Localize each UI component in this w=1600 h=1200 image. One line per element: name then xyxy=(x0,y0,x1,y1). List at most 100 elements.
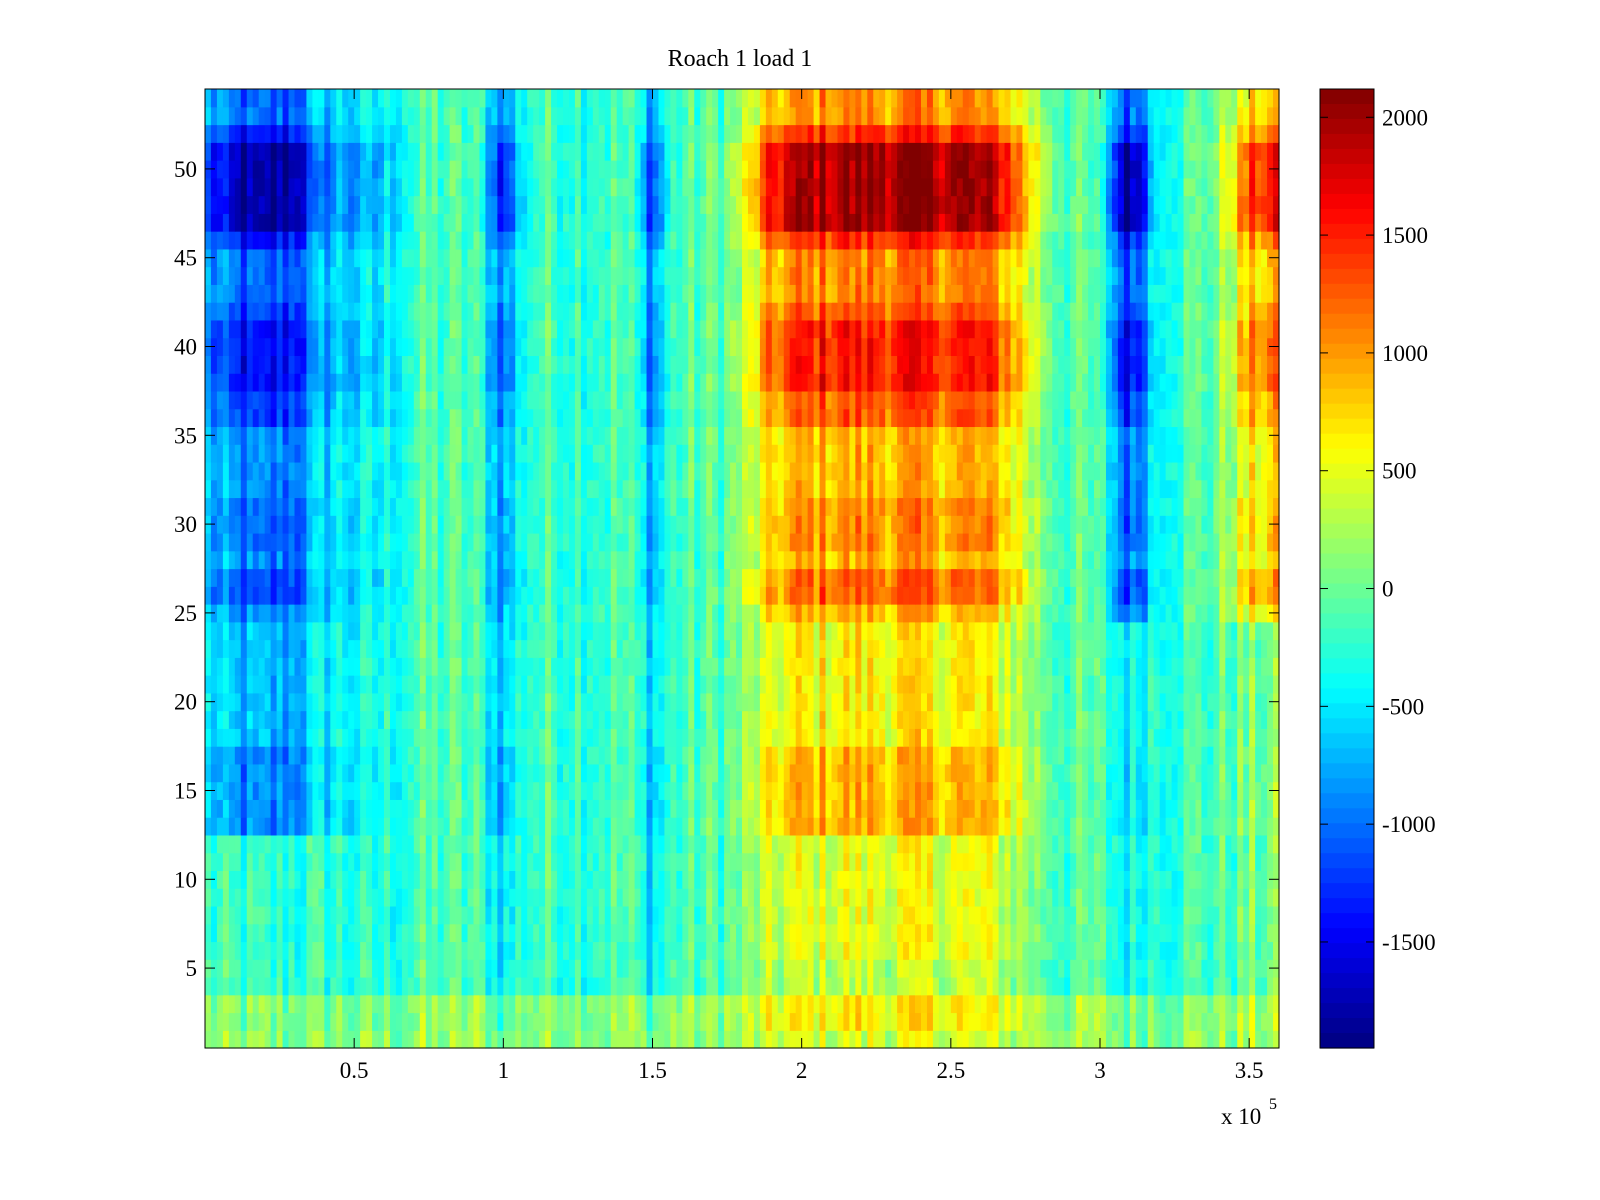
heatmap-cell xyxy=(419,639,427,658)
heatmap-cell xyxy=(759,905,767,925)
heatmap-cell xyxy=(336,976,343,996)
heatmap-cell xyxy=(1231,586,1238,605)
heatmap-cell xyxy=(1022,994,1029,1014)
heatmap-cell xyxy=(646,550,654,570)
heatmap-cell xyxy=(557,710,564,729)
heatmap-cell xyxy=(336,550,343,570)
heatmap-cell xyxy=(652,1030,660,1049)
heatmap-cell xyxy=(1046,675,1053,694)
heatmap-cell xyxy=(742,959,749,978)
heatmap-cell xyxy=(288,586,296,605)
heatmap-cell xyxy=(557,604,564,623)
heatmap-cell xyxy=(730,550,737,570)
heatmap-cell xyxy=(568,941,576,960)
heatmap-cell xyxy=(950,834,958,854)
heatmap-cell xyxy=(443,959,451,978)
heatmap-cell xyxy=(419,621,427,641)
heatmap-cell xyxy=(485,959,492,978)
heatmap-cell xyxy=(425,586,433,605)
heatmap-cell xyxy=(246,604,254,623)
heatmap-cell xyxy=(270,657,278,676)
heatmap-cell xyxy=(652,799,660,818)
heatmap-cell xyxy=(1135,923,1143,943)
heatmap-cell xyxy=(1183,976,1191,996)
heatmap-cell xyxy=(1231,888,1238,907)
heatmap-cell xyxy=(467,888,475,907)
heatmap-cell xyxy=(461,728,469,747)
heatmap-cell xyxy=(1165,639,1173,658)
heatmap-cell xyxy=(718,692,725,712)
heatmap-cell xyxy=(736,941,743,960)
heatmap-cell xyxy=(533,728,540,747)
heatmap-cell xyxy=(509,568,516,587)
heatmap-cell xyxy=(1207,888,1214,907)
heatmap-cell xyxy=(539,834,546,854)
heatmap-cell xyxy=(1213,799,1220,818)
heatmap-cell xyxy=(1267,941,1274,960)
heatmap-cell xyxy=(777,763,785,783)
heatmap-cell xyxy=(419,1030,427,1049)
heatmap-cell xyxy=(246,675,254,694)
heatmap-cell xyxy=(527,888,534,907)
heatmap-cell xyxy=(909,817,916,836)
heatmap-cell xyxy=(837,1030,845,1049)
heatmap-cell xyxy=(473,870,481,889)
heatmap-cell xyxy=(407,639,415,658)
heatmap-cell xyxy=(1195,817,1203,836)
heatmap-cell xyxy=(342,799,349,818)
heatmap-cell xyxy=(384,728,391,747)
heatmap-cell xyxy=(1207,870,1214,889)
heatmap-cell xyxy=(813,639,821,658)
heatmap-cell xyxy=(473,959,481,978)
heatmap-cell xyxy=(210,923,218,943)
heatmap-cell xyxy=(742,746,749,765)
heatmap-cell xyxy=(449,959,457,978)
heatmap-cell xyxy=(1129,1030,1137,1049)
heatmap-cell xyxy=(413,852,421,872)
heatmap-cell xyxy=(252,870,260,889)
heatmap-cell xyxy=(318,781,325,800)
heatmap-cell xyxy=(205,852,212,872)
heatmap-cell xyxy=(956,550,964,570)
heatmap-cell xyxy=(903,639,910,658)
heatmap-cell xyxy=(712,604,719,623)
heatmap-cell xyxy=(300,852,308,872)
heatmap-cell xyxy=(210,675,218,694)
heatmap-cell xyxy=(318,1030,325,1049)
heatmap-cell xyxy=(1034,675,1041,694)
heatmap-cell xyxy=(676,870,683,889)
heatmap-cell xyxy=(479,994,487,1014)
heatmap-cell xyxy=(1016,746,1024,765)
heatmap-cell xyxy=(831,994,839,1014)
heatmap-cell xyxy=(1105,728,1113,747)
heatmap-cell xyxy=(318,905,325,925)
heatmap-cell xyxy=(384,959,391,978)
heatmap-cell xyxy=(366,621,373,641)
heatmap-cell xyxy=(622,959,630,978)
heatmap-cell xyxy=(968,994,976,1014)
heatmap-cell xyxy=(604,746,612,765)
heatmap-cell xyxy=(354,763,361,783)
heatmap-cell xyxy=(270,675,278,694)
heatmap-cell xyxy=(1267,976,1274,996)
heatmap-cell xyxy=(1189,621,1197,641)
heatmap-cell xyxy=(509,763,516,783)
heatmap-cell xyxy=(962,834,970,854)
heatmap-cell xyxy=(300,657,308,676)
heatmap-cell xyxy=(1123,639,1131,658)
heatmap-cell xyxy=(759,746,767,765)
heatmap-cell xyxy=(1249,728,1256,747)
heatmap-cell xyxy=(891,817,898,836)
heatmap-cell xyxy=(473,1012,481,1031)
heatmap-cell xyxy=(324,692,331,712)
heatmap-cell xyxy=(294,905,302,925)
heatmap-cell xyxy=(616,550,624,570)
heatmap-cell xyxy=(1135,994,1143,1014)
heatmap-cell xyxy=(956,604,964,623)
heatmap-cell xyxy=(1129,905,1137,925)
heatmap-cell xyxy=(509,799,516,818)
heatmap-cell xyxy=(503,746,510,765)
heatmap-cell xyxy=(1058,586,1065,605)
heatmap-cell xyxy=(1111,746,1119,765)
heatmap-cell xyxy=(1123,568,1131,587)
